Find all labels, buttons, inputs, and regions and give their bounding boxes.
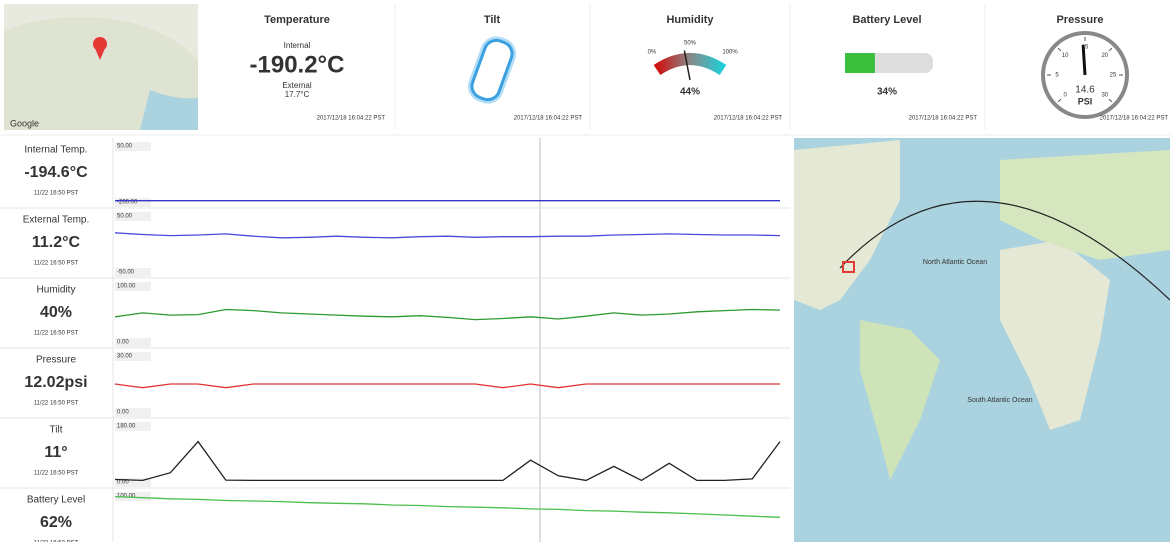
- gauge-mid: 50%: [684, 41, 697, 47]
- row-time: 11/22 16:50 PST: [34, 471, 79, 477]
- gauge-min: 0%: [648, 50, 657, 56]
- timestamp: 2017/12/18 16:04:22 PST: [1100, 116, 1169, 122]
- timestamp: 2017/12/18 16:04:22 PST: [514, 116, 583, 122]
- row-value: 62%: [40, 514, 72, 531]
- row-value: 11.2°C: [32, 234, 81, 251]
- dial-label: 15: [1082, 45, 1089, 51]
- row-time: 11/22 16:50 PST: [34, 401, 79, 407]
- dial-tick: [1108, 47, 1113, 52]
- timestamp: 2017/12/18 16:04:22 PST: [317, 116, 386, 122]
- row-title: Battery Level: [27, 495, 85, 506]
- map-credit: Google: [10, 118, 39, 128]
- dial-needle: [1081, 44, 1087, 76]
- pin-tip: [94, 46, 106, 60]
- series-line: [114, 440, 781, 482]
- tick-bg: [115, 282, 151, 291]
- y-tick-label: -200.00: [117, 200, 138, 206]
- card-title: Pressure: [1056, 14, 1103, 26]
- row-value: 11°: [44, 444, 67, 461]
- row-value: -194.6°C: [24, 164, 88, 181]
- dial-label: 20: [1101, 53, 1108, 59]
- timestamp: 2017/12/18 16:04:22 PST: [714, 116, 783, 122]
- tick-bg: [115, 198, 151, 207]
- series-line: [114, 383, 780, 389]
- south-america: [860, 320, 940, 480]
- marker: [842, 261, 855, 273]
- y-tick-label: 50.00: [117, 214, 133, 220]
- row-time: 11/22 16:50 PST: [34, 331, 79, 337]
- row-title: Humidity: [37, 285, 76, 296]
- card-title: Battery Level: [852, 14, 921, 26]
- route: [839, 200, 1170, 301]
- tilt-icon: [467, 36, 517, 104]
- row-title: Pressure: [36, 355, 76, 366]
- value: 17.7°C: [285, 90, 310, 99]
- gauge-value: 44%: [680, 87, 700, 98]
- tick-bg: [115, 142, 151, 151]
- gauge-needle: [683, 50, 691, 81]
- dial-label: 30: [1101, 92, 1108, 98]
- world-map[interactable]: North Atlantic Ocean South Atlantic Ocea…: [794, 138, 1170, 542]
- dial-label: 10: [1062, 53, 1069, 59]
- series-line: [114, 308, 781, 321]
- dial-label: 0: [1064, 92, 1068, 98]
- north-america: [794, 140, 900, 310]
- tick-bg: [115, 492, 151, 501]
- card-borders: [0, 4, 1170, 136]
- tick-bg: [115, 338, 151, 347]
- label: Internal: [284, 41, 311, 50]
- y-tick-label: 180.00: [117, 424, 136, 430]
- card-title: Temperature: [264, 14, 330, 26]
- mini-map[interactable]: Google: [4, 4, 198, 131]
- label: External: [282, 81, 312, 90]
- card-title: Tilt: [484, 14, 501, 26]
- dial-label: 5: [1055, 73, 1059, 79]
- battery-value: 34%: [877, 87, 897, 98]
- africa: [1000, 240, 1110, 430]
- row-title: Internal Temp.: [24, 145, 87, 156]
- dial-tick: [1057, 47, 1062, 52]
- row-value: 40%: [40, 304, 72, 321]
- y-tick-label: 30.00: [117, 354, 133, 360]
- dial-tick: [1108, 98, 1113, 103]
- row-title: External Temp.: [23, 215, 90, 226]
- dial-value: 14.6: [1075, 85, 1095, 96]
- tick-bg: [115, 408, 151, 417]
- y-tick-label: 0.00: [117, 410, 129, 416]
- tick-bg: [115, 212, 151, 221]
- humidity-gauge: [653, 53, 727, 76]
- row-title: Tilt: [50, 425, 63, 436]
- row-time: 11/22 16:50 PST: [34, 191, 79, 197]
- y-tick-label: 0.00: [117, 340, 129, 346]
- y-tick-label: 50.00: [117, 144, 133, 150]
- tick-bg: [115, 268, 151, 277]
- tick-bg: [115, 478, 151, 487]
- y-tick-label: 100.00: [117, 284, 136, 290]
- tick-bg: [115, 422, 151, 431]
- timestamp: 2017/12/18 16:04:22 PST: [909, 116, 978, 122]
- value: -190.2°C: [250, 51, 345, 78]
- y-tick-label: -50.00: [117, 270, 135, 276]
- row-time: 11/22 16:50 PST: [34, 261, 79, 267]
- row-value: 12.02psi: [24, 374, 87, 391]
- card-title: Humidity: [666, 14, 714, 26]
- water: [140, 90, 198, 130]
- tick-bg: [115, 352, 151, 361]
- series-line: [114, 232, 781, 239]
- europe: [1000, 150, 1170, 260]
- dial-label: 25: [1110, 73, 1117, 79]
- series-line: [114, 495, 781, 518]
- ocean-label: South Atlantic Ocean: [967, 397, 1032, 404]
- gauge-max: 100%: [722, 50, 738, 56]
- dial-tick: [1057, 98, 1062, 103]
- battery-fill: [845, 53, 875, 73]
- dial-unit: PSI: [1078, 96, 1093, 106]
- y-tick-label: 0.00: [117, 480, 129, 486]
- ocean-label: North Atlantic Ocean: [923, 259, 987, 266]
